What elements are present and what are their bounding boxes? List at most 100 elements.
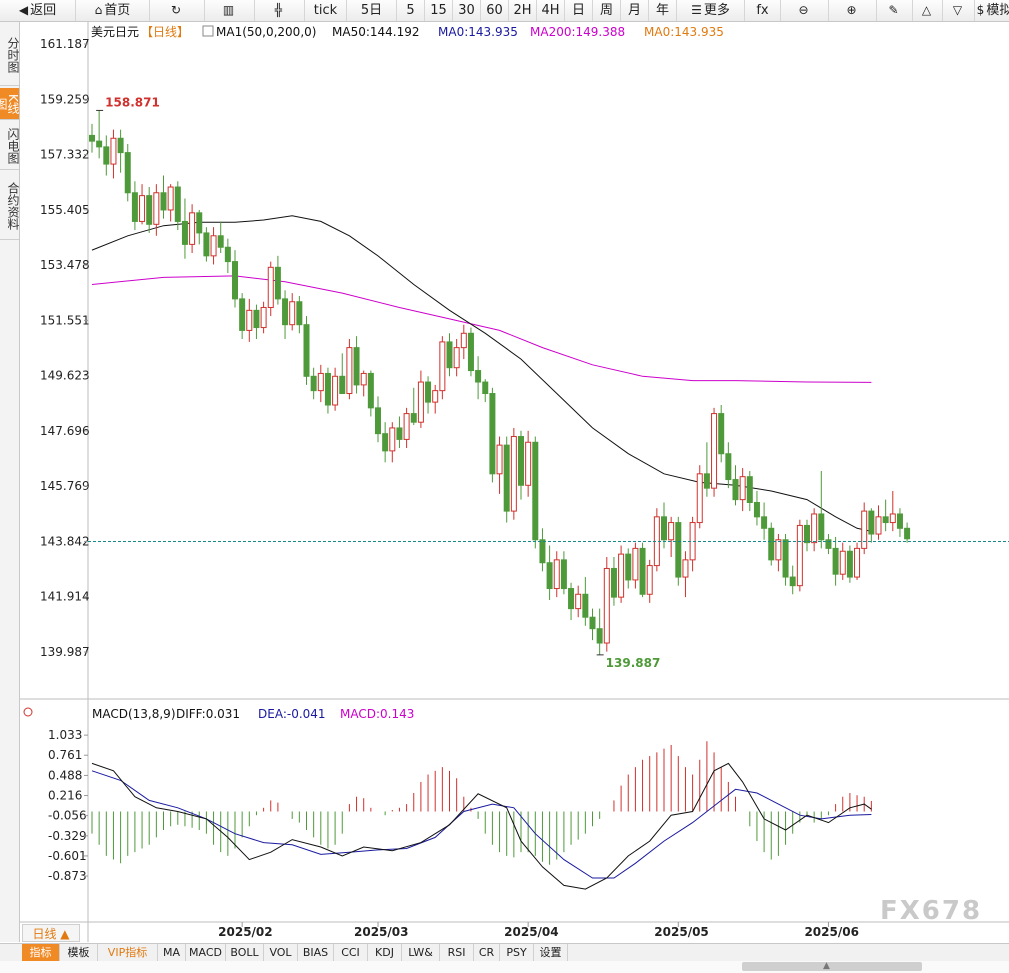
bar-chart-button[interactable]: ▥	[205, 0, 255, 21]
candle-body	[346, 347, 353, 395]
bottom-tab-10[interactable]: LW&	[402, 944, 440, 961]
candle-body	[232, 261, 238, 300]
candle-button[interactable]: ╬	[255, 0, 305, 21]
candle-body	[139, 195, 146, 222]
5day-button[interactable]: 5日	[347, 0, 397, 21]
candle-body	[274, 266, 281, 300]
macd-tick-label: 1.033	[48, 728, 82, 742]
bottom-tab-6[interactable]: VOL	[264, 944, 298, 961]
candle-body	[839, 550, 846, 575]
down-button[interactable]: ▽	[943, 0, 975, 21]
bottom-tab-11[interactable]: RSI	[440, 944, 474, 961]
tick-label: tick	[313, 3, 338, 18]
bottom-tab-7[interactable]: BIAS	[298, 944, 334, 961]
price-tick-label: 139.987	[40, 645, 90, 659]
low-label: 139.887	[606, 656, 661, 670]
bottom-tab-1[interactable]: 模板	[60, 944, 98, 961]
price-tick-label: 141.914	[40, 590, 90, 604]
2h-label: 2H	[513, 3, 532, 18]
back-button[interactable]: ◀ 返回	[0, 0, 76, 21]
candle-body	[896, 513, 903, 529]
candle-body	[317, 372, 324, 392]
ma200-line	[91, 275, 872, 383]
candle-body	[818, 513, 825, 541]
candle-body	[661, 516, 667, 541]
candle-body	[761, 516, 768, 529]
candle-body	[846, 550, 853, 578]
sim-trade-button[interactable]: $ 模拟	[975, 0, 1009, 21]
macd-tick-label: 0.216	[48, 789, 82, 803]
zoom-in-button[interactable]: ⊕	[829, 0, 877, 21]
candle-body	[210, 235, 217, 257]
price-tick-label: 153.478	[40, 258, 90, 272]
top-toolbar: ◀ 返回 ⌂ 首页 ↻ ▥ ╬ tick 5日 5 15 30 60 2H 4H 日周月年 ☰ 更多 fx ⊖ ⊕ ✎ △ ▽…	[0, 0, 1009, 22]
ma-legend-value: 143.935	[674, 25, 724, 39]
macd-legend-value: 0.031	[206, 707, 240, 721]
year-label: 年	[655, 3, 669, 18]
bottom-tab-3[interactable]: MA	[158, 944, 186, 961]
15min-button[interactable]: 15	[425, 0, 453, 21]
price-tick-label: 147.696	[40, 424, 90, 438]
ma-legend-colon: :	[464, 25, 468, 39]
ma50-line	[91, 215, 872, 532]
macd-tick-label: -0.601	[48, 849, 87, 863]
candle-body	[610, 567, 617, 598]
bottom-tab-9[interactable]: KDJ	[368, 944, 402, 961]
tick-button[interactable]: tick	[305, 0, 347, 21]
refresh-button[interactable]: ↻	[150, 0, 205, 21]
30min-button[interactable]: 30	[453, 0, 481, 21]
60min-label: 60	[486, 3, 503, 18]
year-button[interactable]: 年	[649, 0, 677, 21]
price-tick-label: 143.842	[40, 534, 90, 548]
bottom-tab-5[interactable]: BOLL	[226, 944, 264, 961]
candle-body	[682, 559, 689, 578]
scrollbar-thumb[interactable]	[742, 962, 922, 971]
bottom-tab-0[interactable]: 指标	[22, 944, 60, 961]
60min-button[interactable]: 60	[481, 0, 509, 21]
candle-body	[546, 562, 553, 590]
zoom-out-icon: ⊖	[798, 3, 809, 17]
day-button[interactable]: 日	[565, 0, 593, 21]
formula-button[interactable]: fx	[745, 0, 781, 21]
week-label: 周	[599, 3, 613, 18]
candle-body	[160, 192, 167, 211]
4h-button[interactable]: 4H	[537, 0, 565, 21]
candle-body	[396, 427, 403, 440]
side-tab-3[interactable]: 合约资料	[0, 172, 20, 240]
week-button[interactable]: 周	[593, 0, 621, 21]
draw-button[interactable]: ✎	[877, 0, 913, 21]
up-button[interactable]: △	[913, 0, 943, 21]
5min-button[interactable]: 5	[397, 0, 425, 21]
30min-label: 30	[458, 3, 475, 18]
month-button[interactable]: 月	[621, 0, 649, 21]
candle-body	[360, 372, 367, 386]
side-tab-0[interactable]: 分时图	[0, 24, 20, 86]
candle-body	[639, 547, 646, 595]
candle-icon: ╬	[274, 3, 283, 17]
candle-body	[332, 375, 339, 406]
scroll-up-icon[interactable]: ▲	[823, 961, 830, 971]
bottom-tab-14[interactable]: 设置	[534, 944, 568, 961]
candle-body	[196, 212, 203, 234]
side-tab-2[interactable]: 闪电图	[0, 122, 20, 170]
bottom-tab-4[interactable]: MACD	[186, 944, 226, 961]
candle-body	[439, 341, 446, 392]
2h-button[interactable]: 2H	[509, 0, 537, 21]
candle-body	[89, 134, 95, 142]
bottom-tab-8[interactable]: CCI	[334, 944, 368, 961]
home-button[interactable]: ⌂ 首页	[76, 0, 150, 21]
back-label: 返回	[30, 3, 57, 18]
price-tick-label: 145.769	[40, 479, 90, 493]
candle-body	[489, 393, 496, 475]
bottom-tab-13[interactable]: PSY	[500, 944, 534, 961]
period-selector-button[interactable]: 日线 ▲	[22, 924, 80, 942]
macd-legend-name: DIFF	[176, 707, 203, 721]
bottom-tab-12[interactable]: CR	[474, 944, 500, 961]
zoom-out-button[interactable]: ⊖	[781, 0, 829, 21]
bottom-tab-2[interactable]: VIP指标	[98, 944, 158, 961]
ma-legend-colon: :	[366, 25, 370, 39]
candle-body	[260, 306, 267, 329]
candle-body	[518, 436, 524, 486]
more-button[interactable]: ☰ 更多	[677, 0, 745, 21]
side-tab-1[interactable]: K线图	[0, 88, 20, 120]
